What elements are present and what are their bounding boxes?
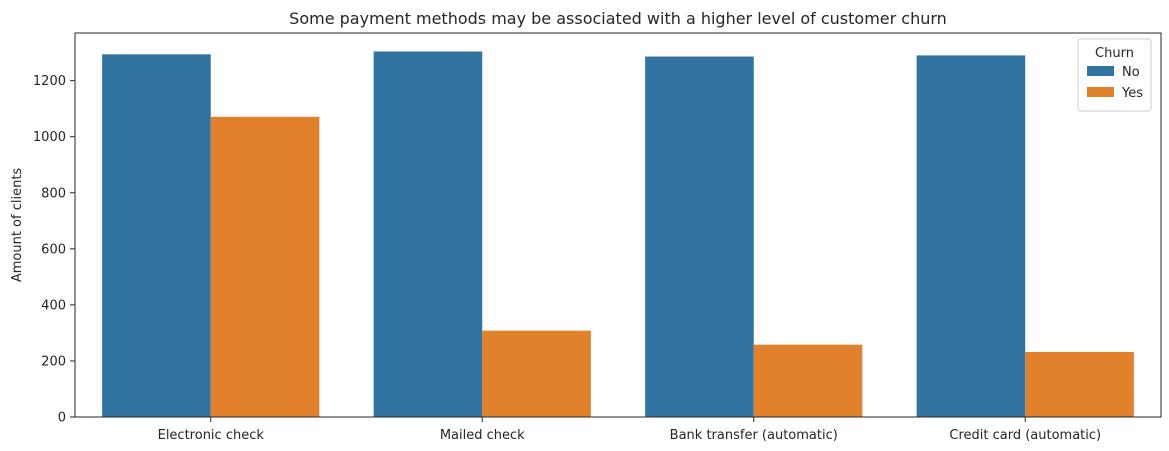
bar-no-2 <box>645 56 754 417</box>
y-tick-label-6: 1200 <box>33 74 66 89</box>
legend-label-no: No <box>1122 65 1140 80</box>
bar-yes-2 <box>753 344 863 417</box>
bar-yes-3 <box>1025 351 1134 417</box>
y-tick-label-2: 400 <box>41 298 66 313</box>
x-tick-label-3: Credit card (automatic) <box>949 428 1101 443</box>
bar-no-1 <box>373 51 483 418</box>
y-tick-label-5: 1000 <box>33 130 66 145</box>
legend-items: No Yes <box>1087 65 1143 101</box>
legend-swatch-no <box>1087 66 1114 76</box>
y-tick-label-4: 800 <box>41 186 66 201</box>
legend-swatch-yes <box>1087 87 1114 97</box>
bar-no-0 <box>102 54 211 418</box>
bar-yes-1 <box>482 330 591 417</box>
x-tick-label-2: Bank transfer (automatic) <box>670 428 838 443</box>
y-tick-label-1: 200 <box>41 354 66 369</box>
legend: Churn No Yes <box>1077 38 1152 112</box>
legend-title: Churn <box>1095 46 1134 61</box>
x-axis-ticks: Electronic check Mailed check Bank transfe… <box>158 417 1101 443</box>
y-tick-label-0: 0 <box>58 411 66 426</box>
legend-label-yes: Yes <box>1121 86 1143 101</box>
bar-no-3 <box>916 55 1026 417</box>
bars-group <box>102 51 1134 418</box>
bar-yes-0 <box>210 116 320 417</box>
x-tick-label-0: Electronic check <box>158 428 265 443</box>
y-axis-ticks: 0 200 400 600 800 1000 1200 <box>33 74 75 426</box>
y-axis-label: Amount of clients <box>10 168 25 283</box>
chart-title: Some payment methods may be associated w… <box>289 9 947 28</box>
plot-frame <box>74 32 1162 418</box>
x-tick-label-1: Mailed check <box>440 428 525 443</box>
y-tick-label-3: 600 <box>41 242 66 257</box>
